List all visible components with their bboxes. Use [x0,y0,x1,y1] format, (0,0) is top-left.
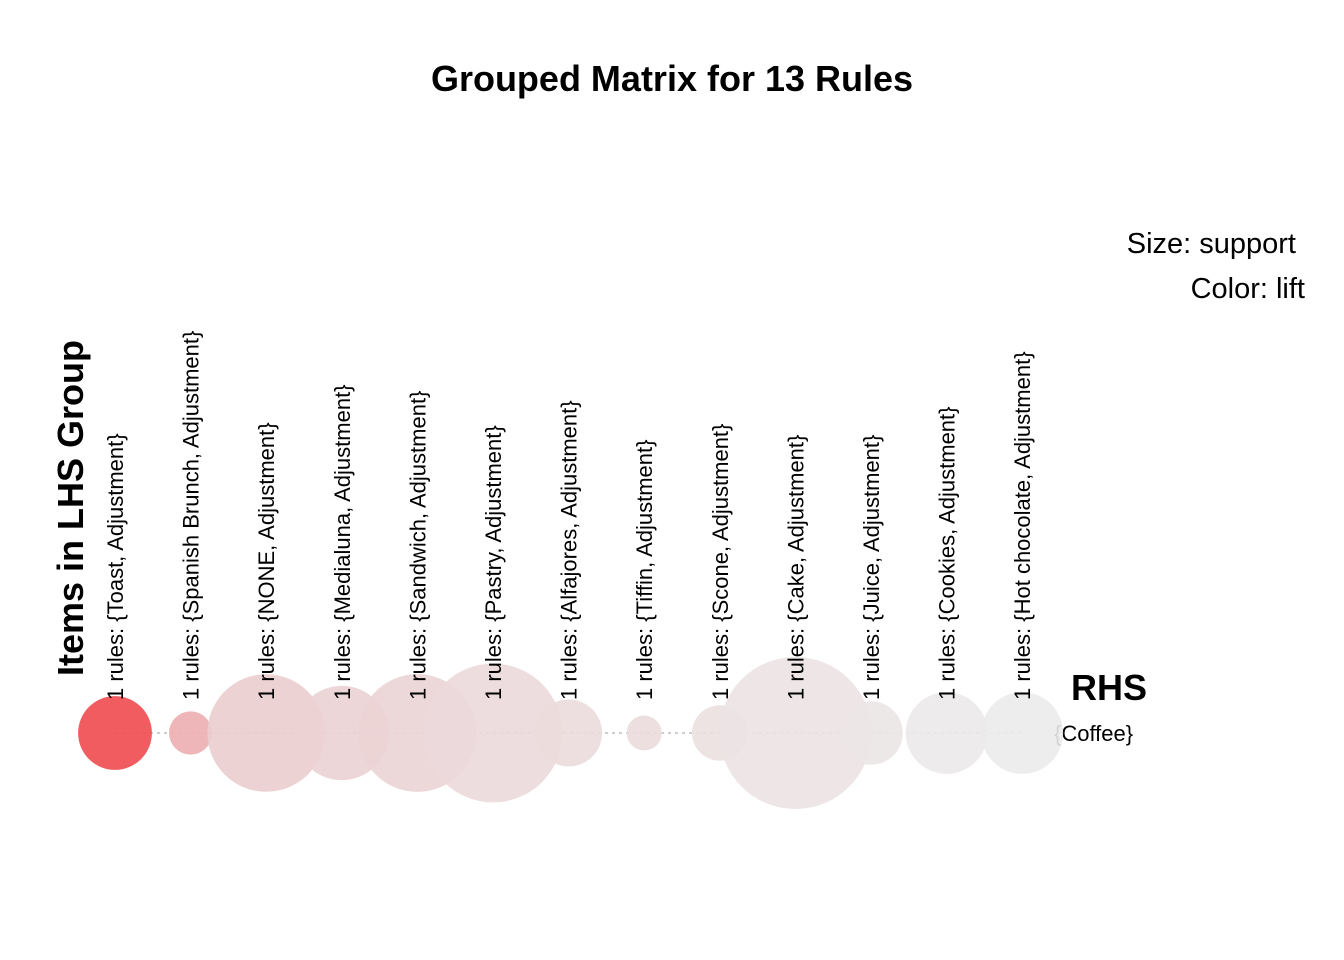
lhs-group-label-11: 1 rules: {Juice, Adjustment} [859,435,884,700]
rule-bubble-11 [839,701,903,765]
chart-title: Grouped Matrix for 13 Rules [431,58,913,99]
lhs-group-label-8: 1 rules: {Tiffin, Adjustment} [632,440,657,700]
rule-bubble-3 [207,674,325,792]
y-axis-title: RHS [1071,667,1147,708]
x-axis-title: Items in LHS Group [50,340,91,676]
rule-bubble-2 [169,711,213,755]
lhs-group-label-1: 1 rules: {Toast, Adjustment} [103,433,128,700]
rule-bubble-1 [78,696,152,770]
lhs-group-label-10: 1 rules: {Cake, Adjustment} [783,435,808,700]
lhs-group-label-6: 1 rules: {Pastry, Adjustment} [481,425,506,700]
rule-bubble-7 [535,699,603,767]
lhs-group-label-5: 1 rules: {Sandwich, Adjustment} [405,391,430,700]
lhs-group-label-12: 1 rules: {Cookies, Adjustment} [935,407,960,701]
lhs-group-label-7: 1 rules: {Alfajores, Adjustment} [557,400,582,700]
lhs-group-label-3: 1 rules: {NONE, Adjustment} [254,422,279,700]
bubble-layer [78,657,1064,809]
legend-color: Color: lift [1191,273,1305,305]
rule-bubble-12 [905,692,988,774]
rule-bubble-6 [423,663,563,803]
column-labels: 1 rules: {Toast, Adjustment} 1 rules: {Sp… [103,331,1035,700]
lhs-group-label-13: 1 rules: {Hot chocolate, Adjustment} [1010,351,1035,700]
rule-bubble-8 [626,715,662,751]
rule-bubble-10 [719,657,872,809]
rhs-label: {Coffee} [1054,721,1133,746]
lhs-group-label-4: 1 rules: {Medialuna, Adjustment} [330,384,355,700]
lhs-group-label-9: 1 rules: {Scone, Adjustment} [708,424,733,700]
legend-size: Size: support [1127,228,1296,260]
lhs-group-label-2: 1 rules: {Spanish Brunch, Adjustment} [179,331,204,700]
rule-bubble-13 [981,692,1064,774]
